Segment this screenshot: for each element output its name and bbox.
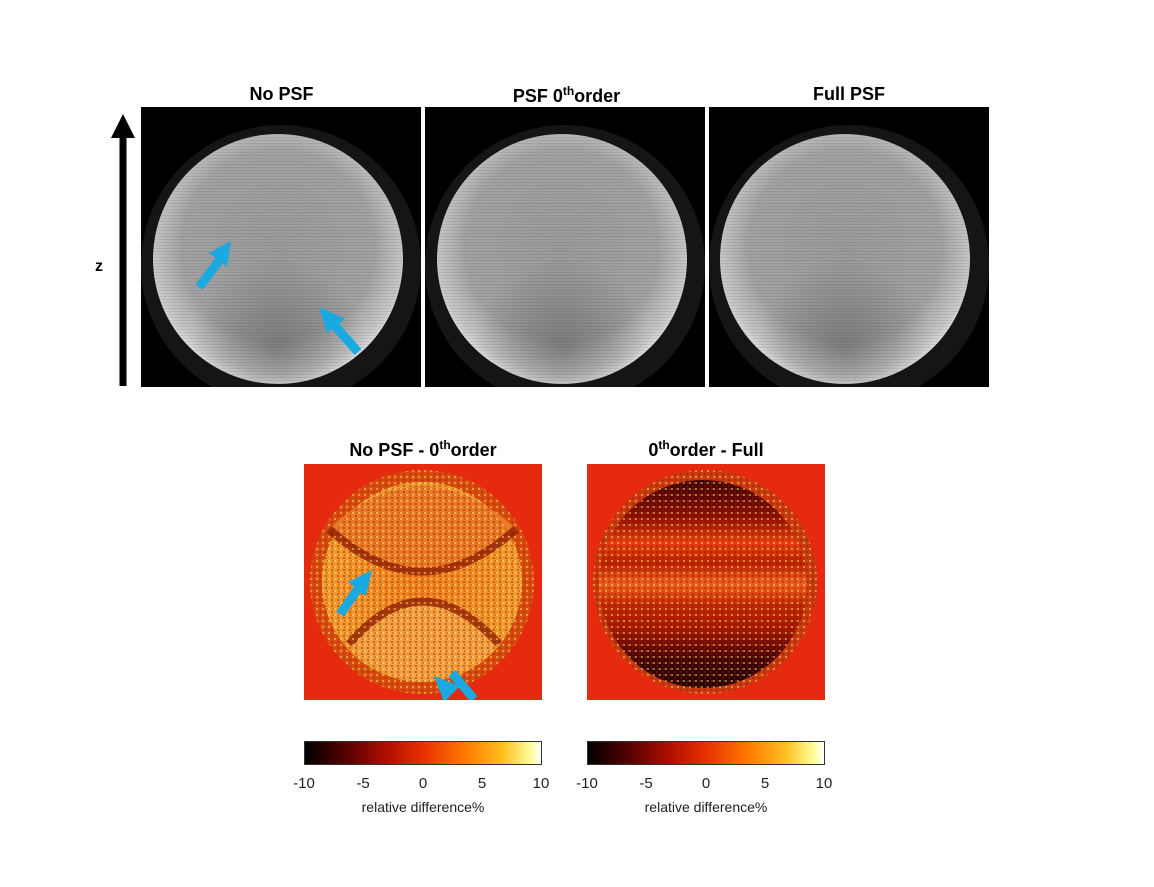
- colorbar-tick-label: 10: [815, 775, 833, 792]
- colorbar-axis-label: relative difference%: [361, 799, 485, 815]
- colorbar-tick-label: -5: [639, 775, 653, 792]
- panel-title-full-psf: Full PSF: [813, 84, 885, 104]
- colorbar-left: [304, 741, 542, 765]
- colorbar-tick-label: 0: [701, 775, 711, 792]
- diff-title-0th-minus-full: 0thorder - Full: [648, 438, 764, 460]
- colorbar-tick-label: 0: [418, 775, 428, 792]
- diff-map-0th-minus-full: [587, 464, 825, 700]
- blue-arrow-icon: [336, 570, 372, 617]
- panel-title-psf-0th-order: PSF 0thorder: [512, 84, 621, 106]
- blue-arrow-icon: [319, 307, 362, 355]
- colorbar-tick-label: 10: [532, 775, 550, 792]
- blue-arrow-icon: [434, 670, 478, 700]
- mri-image-no-psf: [141, 107, 421, 387]
- colorbar-tick-label: 5: [477, 775, 487, 792]
- blue-arrow-icon: [195, 241, 231, 290]
- diff-title-no-psf-minus-0th: No PSF - 0thorder: [349, 438, 497, 460]
- colorbar-tick-label: -10: [293, 775, 315, 792]
- colorbar-axis-label: relative difference%: [644, 799, 768, 815]
- diff-map-no-psf-minus-0th: [304, 464, 542, 700]
- z-axis-label: z: [95, 258, 103, 275]
- colorbar-tick-label: -10: [576, 775, 598, 792]
- mri-image-psf-0th-order: [425, 107, 705, 387]
- panel-title-no-psf: No PSF: [249, 84, 314, 104]
- mri-image-full-psf: [709, 107, 989, 387]
- z-axis-arrow: [111, 114, 135, 386]
- colorbar-tick-label: -5: [356, 775, 370, 792]
- colorbar-right: [587, 741, 825, 765]
- colorbar-tick-label: 5: [760, 775, 770, 792]
